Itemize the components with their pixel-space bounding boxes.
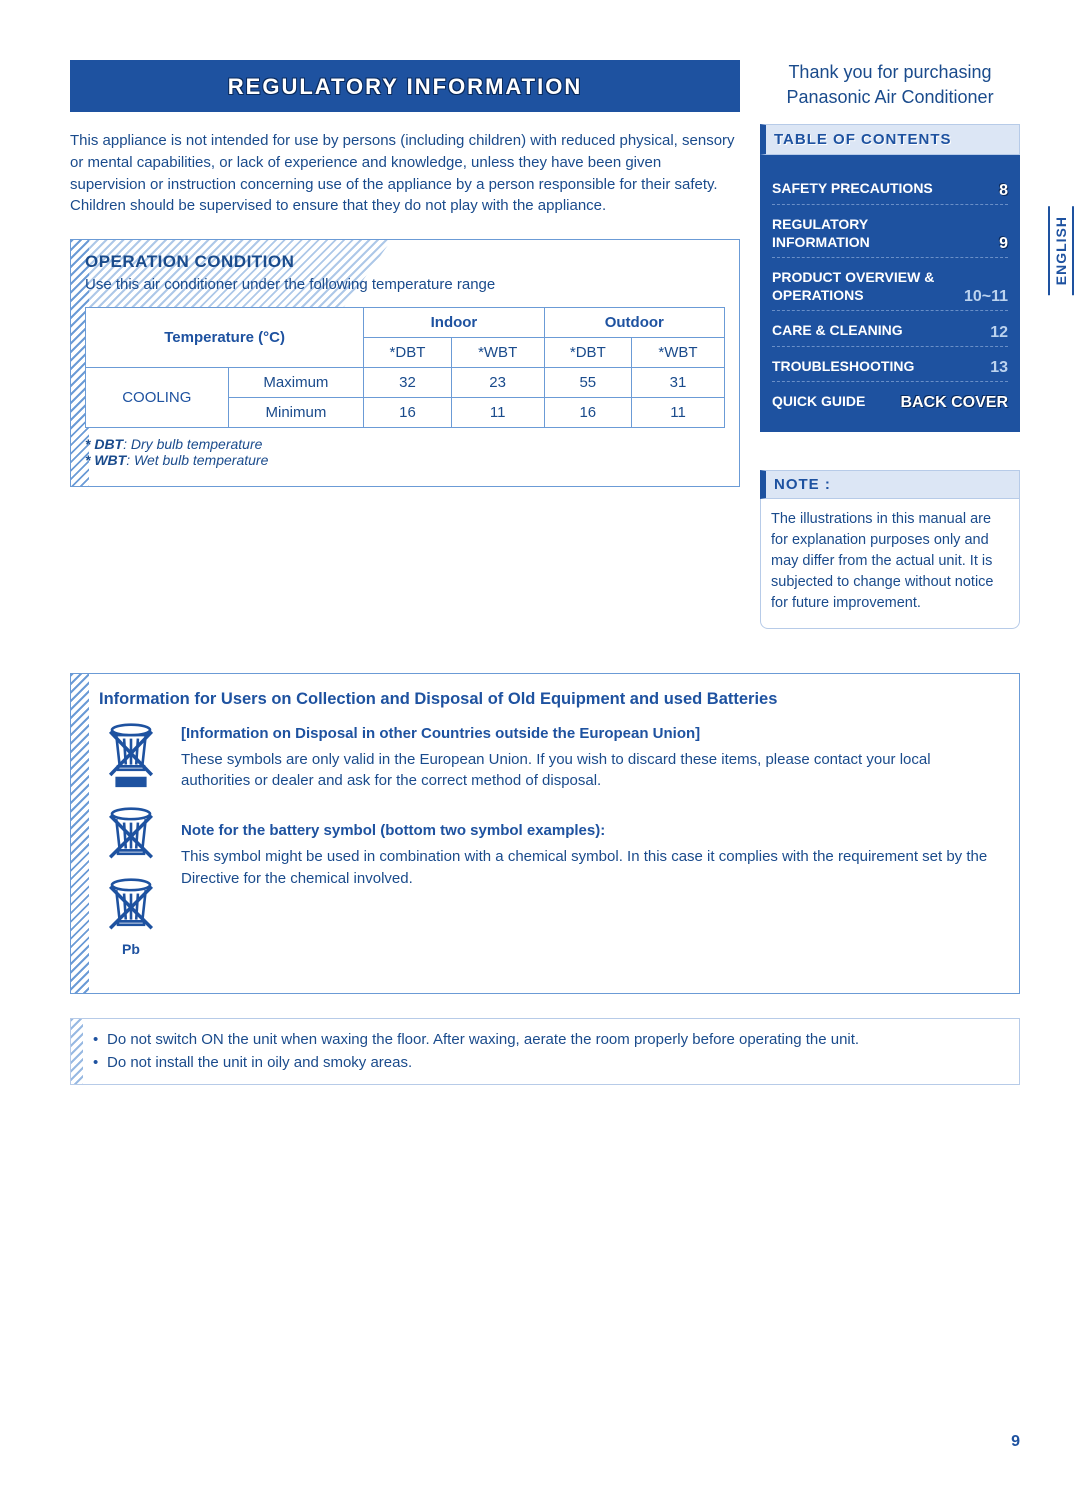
- operation-condition-box: OPERATION CONDITION Use this air conditi…: [70, 239, 740, 487]
- toc-item-label: CARE & CLEANING: [772, 321, 1008, 339]
- weee-bin-pb-icon: [105, 878, 157, 933]
- thank-you-text: Thank you for purchasing Panasonic Air C…: [760, 60, 1020, 110]
- toc-item-page: 8: [999, 182, 1008, 200]
- intro-text: This appliance is not intended for use b…: [70, 130, 740, 217]
- footnote-wbt-text: : Wet bulb temperature: [126, 452, 268, 468]
- toc-title: TABLE OF CONTENTS: [760, 124, 1020, 155]
- table-cell: 31: [632, 368, 725, 398]
- temperature-table: Temperature (°C) Indoor Outdoor *DBT *WB…: [85, 307, 725, 428]
- right-column: Thank you for purchasing Panasonic Air C…: [760, 60, 1020, 629]
- table-subheader: *WBT: [451, 338, 544, 368]
- disposal-sec1-text: These symbols are only valid in the Euro…: [181, 749, 1001, 793]
- pb-label: Pb: [122, 941, 140, 957]
- toc-item-page: 9: [999, 235, 1008, 253]
- table-row-label: Minimum: [228, 398, 364, 428]
- table-subheader: *DBT: [364, 338, 451, 368]
- disposal-row: Pb [Information on Disposal in other Cou…: [99, 723, 1001, 958]
- footnote-wbt-label: * WBT: [85, 452, 126, 468]
- table-cell: 16: [364, 398, 451, 428]
- toc-item-label: REGULATORY INFORMATION: [772, 215, 1008, 251]
- language-tab: ENGLISH: [1048, 206, 1074, 295]
- table-header-outdoor: Outdoor: [544, 308, 724, 338]
- table-cell: 16: [544, 398, 631, 428]
- note-box: NOTE : The illustrations in this manual …: [760, 470, 1020, 629]
- page-title: REGULATORY INFORMATION: [70, 60, 740, 112]
- disposal-sec2-text: This symbol might be used in combination…: [181, 846, 1001, 890]
- table-subheader: *DBT: [544, 338, 631, 368]
- note-body: The illustrations in this manual are for…: [760, 499, 1020, 629]
- left-column: REGULATORY INFORMATION This appliance is…: [70, 60, 740, 487]
- disposal-icon-col: Pb: [99, 723, 163, 958]
- table-cell: 11: [451, 398, 544, 428]
- footnote-dbt-label: * DBT: [85, 436, 123, 452]
- toc-item: REGULATORY INFORMATION 9: [772, 205, 1008, 258]
- table-header-indoor: Indoor: [364, 308, 544, 338]
- weee-bin-icon: [105, 807, 157, 862]
- table-header-temp: Temperature (°C): [86, 308, 364, 368]
- thank-line2: Panasonic Air Conditioner: [786, 87, 993, 107]
- warnings-box: Do not switch ON the unit when waxing th…: [70, 1018, 1020, 1085]
- table-cell: 32: [364, 368, 451, 398]
- toc-item: CARE & CLEANING 12: [772, 311, 1008, 346]
- toc-item-page: BACK COVER: [900, 394, 1008, 412]
- table-footnotes: * DBT: Dry bulb temperature * WBT: Wet b…: [85, 436, 725, 468]
- toc-item-page: 10~11: [964, 288, 1008, 306]
- table-cell: 11: [632, 398, 725, 428]
- warning-item: Do not install the unit in oily and smok…: [93, 1052, 1005, 1075]
- page-number: 9: [1011, 1433, 1020, 1451]
- table-cell: 55: [544, 368, 631, 398]
- operation-condition-sub: Use this air conditioner under the follo…: [85, 276, 725, 293]
- disposal-sec1-heading: [Information on Disposal in other Countr…: [181, 723, 1001, 745]
- toc-item: SAFETY PRECAUTIONS 8: [772, 169, 1008, 204]
- toc-item: QUICK GUIDE BACK COVER: [772, 382, 1008, 416]
- disposal-text-col: [Information on Disposal in other Countr…: [181, 723, 1001, 958]
- weee-bin-color-icon: [105, 723, 157, 791]
- table-row-main: COOLING: [86, 368, 229, 428]
- toc-item-page: 13: [990, 359, 1008, 377]
- toc-item: PRODUCT OVERVIEW & OPERATIONS 10~11: [772, 258, 1008, 311]
- disposal-info-box: Information for Users on Collection and …: [70, 673, 1020, 995]
- toc-item-label: TROUBLESHOOTING: [772, 357, 1008, 375]
- toc-item-page: 12: [990, 324, 1008, 342]
- operation-condition-title: OPERATION CONDITION: [85, 252, 725, 272]
- warning-item: Do not switch ON the unit when waxing th…: [93, 1029, 1005, 1052]
- thank-line1: Thank you for purchasing: [788, 62, 991, 82]
- toc-item: TROUBLESHOOTING 13: [772, 347, 1008, 382]
- disposal-sec2-heading: Note for the battery symbol (bottom two …: [181, 820, 1001, 842]
- note-title: NOTE :: [760, 470, 1020, 499]
- table-cell: 23: [451, 368, 544, 398]
- toc-body: SAFETY PRECAUTIONS 8 REGULATORY INFORMAT…: [760, 155, 1020, 432]
- disposal-title: Information for Users on Collection and …: [99, 690, 1001, 709]
- top-row: REGULATORY INFORMATION This appliance is…: [70, 60, 1020, 629]
- table-row-label: Maximum: [228, 368, 364, 398]
- footnote-dbt-text: : Dry bulb temperature: [123, 436, 262, 452]
- table-subheader: *WBT: [632, 338, 725, 368]
- toc-item-label: SAFETY PRECAUTIONS: [772, 179, 1008, 197]
